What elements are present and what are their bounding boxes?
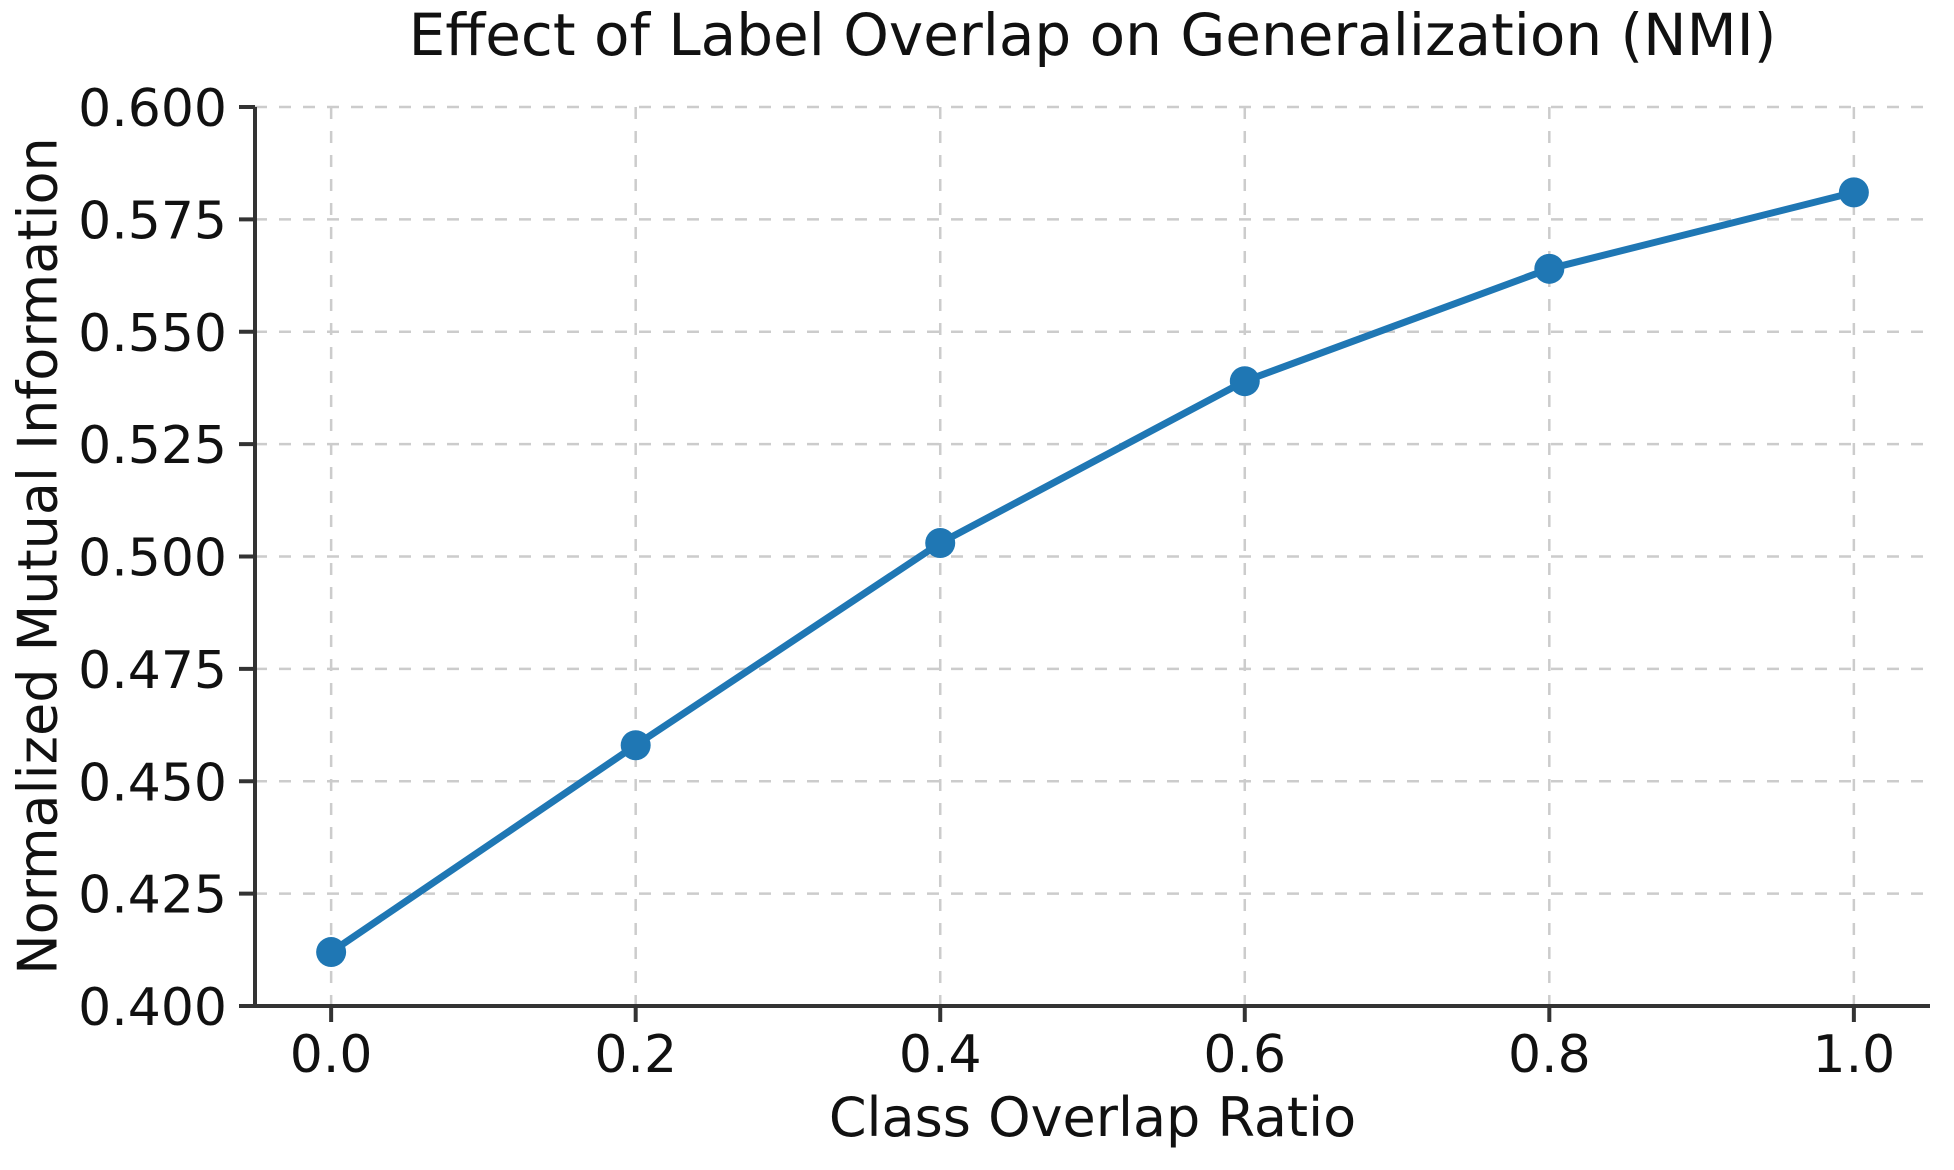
- x-tick-label: 1.0: [1813, 1025, 1896, 1085]
- y-tick-label: 0.575: [78, 191, 227, 251]
- y-tick-label: 0.550: [78, 304, 227, 364]
- series-line-nmi: [327, 188, 1858, 956]
- x-tick-label: 0.4: [899, 1025, 982, 1085]
- data-point-marker: [1838, 177, 1869, 208]
- chart-title: Effect of Label Overlap on Generalizatio…: [408, 1, 1777, 69]
- data-point-marker: [925, 528, 956, 559]
- data-point-marker: [1534, 253, 1565, 284]
- y-tick-label: 0.525: [78, 416, 227, 476]
- x-tick-label: 0.6: [1203, 1025, 1286, 1085]
- data-point-marker: [620, 730, 651, 761]
- data-point-marker: [1229, 366, 1260, 397]
- x-tick-label: 0.8: [1508, 1025, 1591, 1085]
- y-tick-label: 0.500: [78, 529, 227, 589]
- y-tick-label: 0.450: [78, 753, 227, 813]
- y-tick-label: 0.425: [78, 866, 227, 926]
- y-tick-label: 0.475: [78, 641, 227, 701]
- x-tick-label: 0.2: [594, 1025, 677, 1085]
- x-tick-label: 0.0: [290, 1025, 373, 1085]
- data-point-marker: [316, 937, 347, 968]
- y-tick-label: 0.600: [78, 79, 227, 139]
- x-axis-label: Class Overlap Ratio: [828, 1086, 1357, 1149]
- y-tick-label: 0.400: [78, 978, 227, 1038]
